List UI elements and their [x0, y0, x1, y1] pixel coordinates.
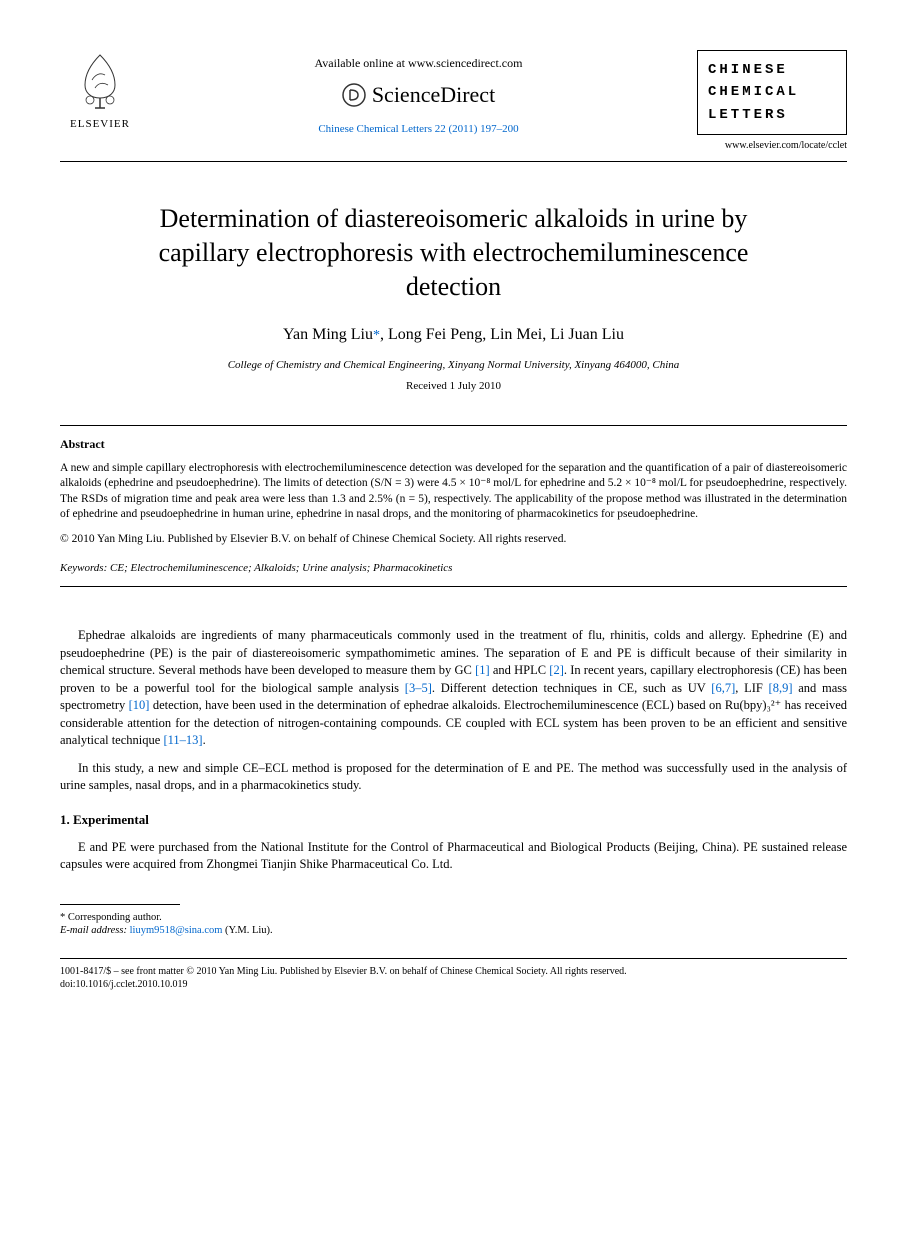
journal-box: CHINESE CHEMICAL LETTERS: [697, 50, 847, 135]
page-container: ELSEVIER Available online at www.science…: [0, 0, 907, 1031]
p1-m1: and HPLC: [490, 663, 550, 677]
ref-link-10[interactable]: [10]: [129, 698, 150, 712]
authors-line: Yan Ming Liu*, Long Fei Peng, Lin Mei, L…: [60, 324, 847, 346]
intro-paragraph-1: Ephedrae alkaloids are ingredients of ma…: [60, 627, 847, 750]
abstract-heading: Abstract: [60, 436, 847, 453]
journal-line1: CHINESE: [708, 59, 836, 81]
sciencedirect-icon: [342, 83, 366, 107]
ref-link-6-7[interactable]: [6,7]: [711, 681, 735, 695]
author-3: Lin Mei: [490, 326, 542, 343]
spacer: [60, 597, 847, 627]
abstract-copyright: © 2010 Yan Ming Liu. Published by Elsevi…: [60, 531, 847, 547]
section-1-paragraph-1: E and PE were purchased from the Nationa…: [60, 839, 847, 874]
abstract-top-rule: [60, 425, 847, 426]
ref-link-8-9[interactable]: [8,9]: [769, 681, 793, 695]
sciencedirect-logo: ScienceDirect: [140, 80, 697, 111]
ref-link-2[interactable]: [2]: [549, 663, 564, 677]
abstract-text: A new and simple capillary electrophores…: [60, 461, 847, 523]
sciencedirect-text: ScienceDirect: [372, 80, 495, 111]
available-online-text: Available online at www.sciencedirect.co…: [140, 55, 697, 72]
elsevier-logo-block: ELSEVIER: [60, 50, 140, 133]
section-1-heading: 1. Experimental: [60, 811, 847, 829]
article-title: Determination of diastereoisomeric alkal…: [120, 202, 787, 303]
journal-url: www.elsevier.com/locate/cclet: [697, 139, 847, 153]
elsevier-label: ELSEVIER: [60, 117, 140, 132]
keywords-text: CE; Electrochemiluminescence; Alkaloids;…: [107, 562, 452, 574]
elsevier-tree-icon: [70, 50, 130, 110]
footer-rule: [60, 958, 847, 959]
citation-link[interactable]: Chinese Chemical Letters 22 (2011) 197–2…: [318, 123, 518, 135]
intro-paragraph-2: In this study, a new and simple CE–ECL m…: [60, 760, 847, 795]
s1p1-text: E and PE were purchased from the Nationa…: [60, 840, 847, 872]
p2-text: In this study, a new and simple CE–ECL m…: [60, 761, 847, 793]
p1-m4: , LIF: [735, 681, 768, 695]
p1-m3: . Different detection techniques in CE, …: [432, 681, 711, 695]
corresponding-mark: *: [373, 328, 380, 343]
keywords-label: Keywords:: [60, 562, 107, 574]
author-2: Long Fei Peng: [388, 326, 482, 343]
affiliation: College of Chemistry and Chemical Engine…: [60, 358, 847, 373]
abstract-body: A new and simple capillary electrophores…: [60, 462, 847, 521]
journal-line2: CHEMICAL: [708, 81, 836, 103]
abstract-bottom-rule: [60, 586, 847, 587]
ref-link-3-5[interactable]: [3–5]: [405, 681, 432, 695]
received-date: Received 1 July 2010: [60, 379, 847, 394]
keywords-line: Keywords: CE; Electrochemiluminescence; …: [60, 561, 847, 576]
footer-doi: doi:10.1016/j.cclet.2010.10.019: [60, 978, 847, 991]
footer-block: 1001-8417/$ – see front matter © 2010 Ya…: [60, 965, 847, 991]
p1-end: .: [203, 733, 206, 747]
email-suffix: (Y.M. Liu).: [222, 925, 272, 936]
email-label: E-mail address:: [60, 925, 127, 936]
author-4: Li Juan Liu: [550, 326, 624, 343]
header-rule: [60, 161, 847, 162]
corresponding-author-label: * Corresponding author.: [60, 911, 847, 925]
journal-box-wrapper: CHINESE CHEMICAL LETTERS www.elsevier.co…: [697, 50, 847, 153]
header-row: ELSEVIER Available online at www.science…: [60, 50, 847, 153]
email-line: E-mail address: liuym9518@sina.com (Y.M.…: [60, 924, 847, 938]
journal-line3: LETTERS: [708, 104, 836, 126]
footnote-block: * Corresponding author. E-mail address: …: [60, 911, 847, 938]
email-link[interactable]: liuym9518@sina.com: [130, 925, 223, 936]
footnote-rule: [60, 904, 180, 905]
ref-link-1[interactable]: [1]: [475, 663, 490, 677]
footer-line1: 1001-8417/$ – see front matter © 2010 Ya…: [60, 965, 847, 978]
ref-link-11-13[interactable]: [11–13]: [163, 733, 202, 747]
author-1: Yan Ming Liu: [283, 326, 373, 343]
center-header: Available online at www.sciencedirect.co…: [140, 50, 697, 137]
